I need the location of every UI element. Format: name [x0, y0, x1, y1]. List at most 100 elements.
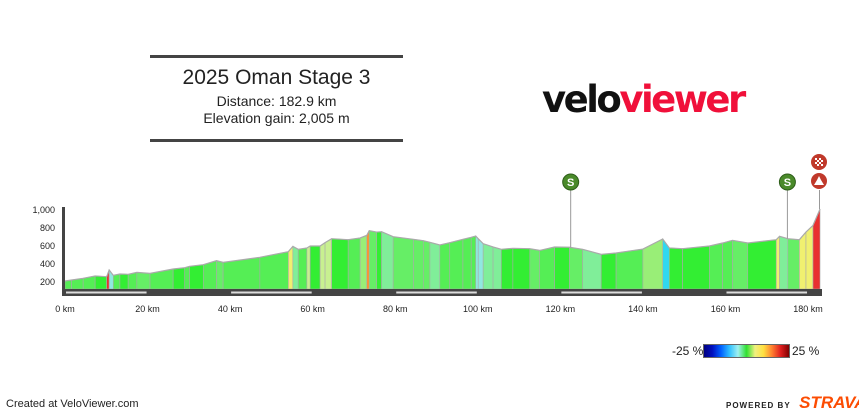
legend-min-label: -25 %	[672, 344, 704, 358]
profile-segment	[539, 246, 555, 290]
profile-segment	[297, 247, 308, 290]
profile-segment	[392, 236, 414, 290]
checker-square	[815, 158, 818, 160]
x-tick-label: 120 km	[546, 304, 576, 314]
strava-logo: STRAVA	[799, 393, 859, 412]
profile-segment	[642, 238, 664, 290]
elevation-chart: 200 400 600 800 1,000 0 km 20 km 40 km 60 km 80 k…	[32, 154, 828, 314]
checker-square	[817, 160, 820, 162]
profile-segment	[482, 243, 494, 290]
x-axis-stripe	[231, 291, 312, 294]
profile-segment	[600, 252, 617, 290]
checker-square	[815, 162, 818, 164]
powered-by-strava[interactable]: POWERED BY STRAVA	[726, 393, 859, 413]
profile-segment	[331, 238, 349, 290]
x-tick-label: 140 km	[628, 304, 658, 314]
profile-segment	[439, 242, 451, 290]
x-tick-label: 160 km	[711, 304, 741, 314]
profile-segment	[381, 231, 394, 290]
profile-segment	[306, 245, 311, 290]
profile-segment	[449, 238, 464, 290]
profile-segment	[529, 248, 541, 290]
stage-title: 2025 Oman Stage 3	[182, 66, 371, 89]
profile-segment	[682, 245, 710, 290]
profile-segment	[669, 247, 683, 290]
profile-segment	[288, 245, 294, 290]
x-tick-label: 80 km	[383, 304, 408, 314]
profile-segment	[136, 272, 151, 290]
powered-by-label: POWERED BY	[726, 401, 791, 410]
legend-max-label: 25 %	[792, 344, 820, 358]
y-tick-label: 800	[40, 223, 55, 233]
profile-segment	[376, 231, 382, 290]
y-tick-label: 200	[40, 277, 55, 287]
checker-square	[819, 162, 822, 164]
x-axis-stripe	[396, 291, 477, 294]
profile-segment	[477, 237, 484, 290]
x-axis-stripe	[726, 291, 808, 294]
checker-square	[817, 164, 820, 166]
y-tick-label: 600	[40, 241, 55, 251]
profile-segment	[309, 245, 321, 290]
profile-segment	[787, 238, 800, 290]
x-tick-label: 20 km	[135, 304, 160, 314]
profile-segment	[184, 265, 190, 290]
sprint-icon	[562, 173, 580, 191]
profile-segment	[775, 235, 780, 290]
profile-segment	[470, 235, 477, 290]
x-tick-label: 60 km	[300, 304, 325, 314]
x-axis-stripe	[66, 291, 147, 294]
profile-segment	[319, 242, 326, 290]
profile-segment	[805, 224, 814, 290]
profile-segment	[259, 251, 289, 290]
profile-segment	[732, 239, 749, 290]
checker-square	[821, 160, 824, 162]
created-at-link[interactable]: Created at VeloViewer.com	[6, 398, 139, 410]
profile-segment	[216, 260, 224, 290]
profile-segment	[475, 235, 479, 290]
profile-segment	[368, 230, 377, 290]
elevation-label: Elevation gain: 2,005 m	[203, 110, 350, 126]
y-tick-label: 400	[40, 259, 55, 269]
profile-segment	[582, 248, 602, 290]
profile-segment	[292, 245, 299, 290]
profile-segment	[112, 273, 121, 290]
x-tick-label: 0 km	[55, 304, 75, 314]
profile-segment	[747, 239, 777, 290]
profile-segment	[359, 234, 368, 290]
title-rule-bottom	[150, 139, 403, 142]
profile-segment	[492, 246, 502, 290]
profile-segment	[554, 246, 570, 290]
checker-square	[819, 158, 822, 160]
y-tick-label: 1,000	[32, 205, 55, 215]
x-axis-stripe	[561, 291, 642, 294]
profile-segment	[119, 273, 129, 290]
sprint-icon-label: S	[567, 177, 574, 189]
profile-segment	[202, 260, 217, 290]
sprint-icon	[778, 173, 796, 191]
profile-segment	[709, 242, 723, 290]
x-tick-label: 40 km	[218, 304, 243, 314]
profile-segment	[172, 267, 186, 290]
profile-segment	[501, 248, 514, 290]
profile-segment	[799, 231, 807, 290]
profile-segment	[615, 248, 644, 290]
sprint-icon-label: S	[784, 177, 791, 189]
x-tick-label: 180 km	[793, 304, 823, 314]
mountain-icon	[814, 176, 825, 185]
y-axis-line	[62, 207, 65, 296]
profile-segment	[512, 248, 531, 290]
profile-segment	[366, 230, 370, 290]
grade-legend-bar	[703, 344, 790, 358]
profile-segment	[462, 236, 472, 290]
profile-segment	[413, 238, 424, 290]
profile-segment	[812, 208, 821, 290]
title-rule-top	[150, 55, 403, 58]
profile-segment	[94, 275, 107, 290]
profile-segment	[429, 241, 441, 290]
profile-segment	[347, 237, 361, 290]
x-tick-label: 100 km	[463, 304, 493, 314]
veloviewer-logo: veloviewer	[542, 78, 746, 121]
profile-segment	[423, 240, 431, 290]
profile-outline	[64, 208, 821, 282]
